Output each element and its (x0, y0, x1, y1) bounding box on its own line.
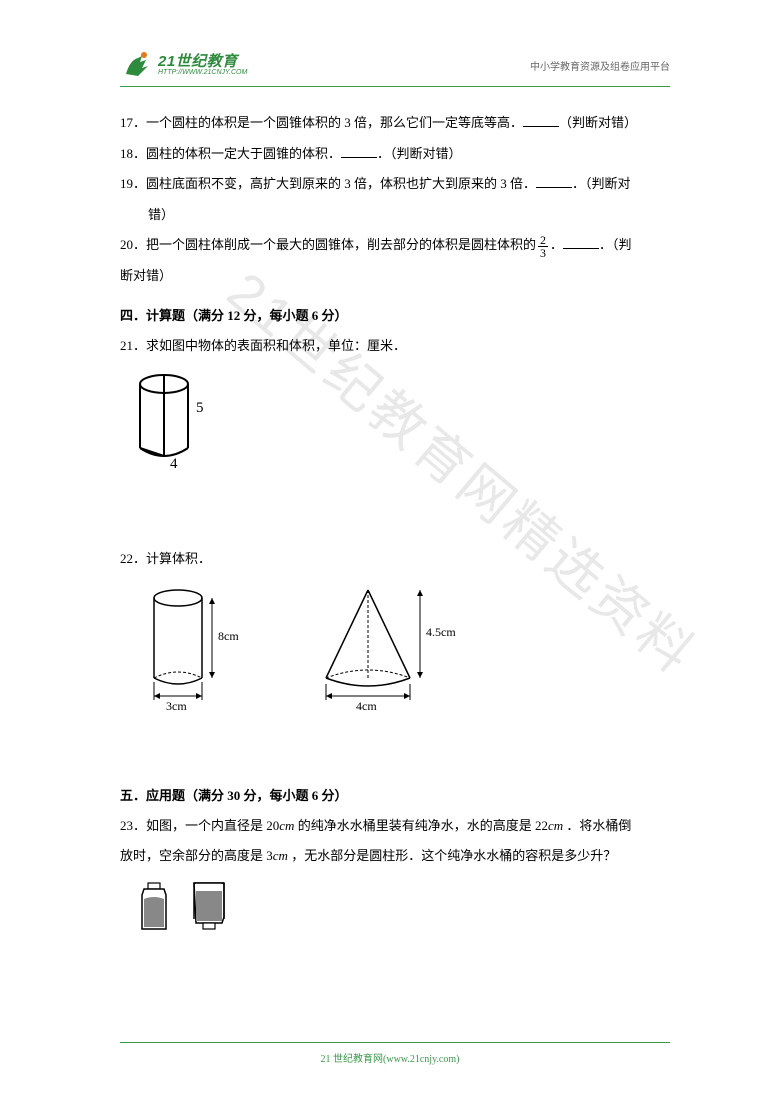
q-text: 一个圆柱的体积是一个圆锥体积的 3 倍，那么它们一定等底等高． (146, 115, 523, 130)
q-tail2: 错） (148, 207, 174, 222)
question-23-line2: 放时，空余部分的高度是 3cm ，无水部分是圆柱形．这个纯净水水桶的容积是多少升… (120, 842, 670, 871)
cone-diameter-label: 4cm (356, 699, 377, 712)
q-number: 17． (120, 115, 146, 130)
cylinder-diameter-label: 3cm (166, 699, 187, 712)
answer-blank (341, 146, 377, 158)
q-tail: ．（判 (599, 237, 632, 252)
figure-half-cylinder: 5 4 (136, 370, 670, 475)
section-4-title: 四．计算题（满分 12 分，每小题 6 分） (120, 305, 670, 324)
runner-icon (120, 50, 154, 80)
question-18: 18．圆柱的体积一定大于圆锥的体积． ．（判断对错） (120, 140, 670, 169)
q-tail: ．（判断对 (572, 176, 631, 191)
frac-denominator: 3 (538, 247, 548, 259)
unit-cm: cm (273, 848, 288, 863)
question-19: 19．圆柱底面积不变，高扩大到原来的 3 倍，体积也扩大到原来的 3 倍． ．（判… (120, 170, 670, 199)
footer-text: 21 世纪教育网(www.21cnjy.com) (321, 1054, 460, 1065)
q-text: 圆柱的体积一定大于圆锥的体积． (146, 146, 341, 161)
question-20: 20．把一个圆柱体削成一个最大的圆锥体，削去部分的体积是圆柱体积的23． ．（判 (120, 231, 670, 260)
figure-row-q22: 8cm 3cm (138, 582, 670, 717)
cylinder-height-label: 8cm (218, 629, 239, 643)
q-number: 19． (120, 176, 146, 191)
q-number: 22． (120, 551, 146, 566)
q-text: 计算体积． (146, 551, 211, 566)
figure-cone: 4.5cm 4cm (318, 582, 458, 717)
question-21: 21．求如图中物体的表面积和体积，单位：厘米． (120, 332, 670, 361)
q-line2-b: ，无水部分是圆柱形．这个纯净水水桶的容积是多少升？ (288, 848, 616, 863)
question-17: 17．一个圆柱的体积是一个圆锥体积的 3 倍，那么它们一定等底等高． （判断对错） (120, 109, 670, 138)
question-19-cont: 错） (120, 201, 670, 230)
q-text: 圆柱底面积不变，高扩大到原来的 3 倍，体积也扩大到原来的 3 倍． (146, 176, 536, 191)
q-text: 把一个圆柱体削成一个最大的圆锥体，削去部分的体积是圆柱体积的 (146, 237, 536, 252)
q-post: ． (550, 237, 563, 252)
header-divider (120, 86, 670, 87)
frac-numerator: 2 (538, 234, 548, 247)
answer-blank (523, 115, 559, 127)
q-number: 18． (120, 146, 146, 161)
question-22: 22．计算体积． (120, 545, 670, 574)
width-label: 4 (170, 456, 178, 470)
q-text-c: ．将水桶倒 (563, 818, 631, 833)
page-header: 21世纪教育 HTTP://WWW.21CNJY.COM 中小学教育资源及组卷应… (120, 50, 670, 80)
q-number: 21． (120, 338, 146, 353)
cone-height-label: 4.5cm (426, 625, 456, 639)
unit-cm: cm (548, 818, 563, 833)
q-tail: （判断对错） (559, 115, 637, 130)
height-label: 5 (196, 400, 204, 416)
header-subtitle: 中小学教育资源及组卷应用平台 (530, 58, 670, 73)
page-footer: 21 世纪教育网(www.21cnjy.com) (0, 1042, 780, 1067)
figure-cylinder: 8cm 3cm (138, 582, 248, 717)
figure-water-buckets (136, 879, 670, 944)
logo: 21世纪教育 HTTP://WWW.21CNJY.COM (120, 50, 247, 80)
unit-cm: cm (279, 818, 294, 833)
q-number: 20． (120, 237, 146, 252)
q-text: 求如图中物体的表面积和体积，单位：厘米． (146, 338, 406, 353)
q-text-a: 如图，一个内直径是 20 (146, 818, 279, 833)
q-line2-a: 放时，空余部分的高度是 3 (120, 848, 273, 863)
footer-divider (120, 1042, 670, 1043)
answer-blank (536, 176, 572, 188)
question-23: 23．如图，一个内直径是 20cm 的纯净水水桶里装有纯净水，水的高度是 22c… (120, 812, 670, 841)
fraction: 23 (538, 234, 548, 259)
answer-blank (563, 237, 599, 249)
q-tail: ．（判断对错） (377, 146, 462, 161)
q-tail2: 断对错） (120, 268, 172, 283)
logo-main-text: 21世纪教育 (158, 54, 247, 69)
section-5-title: 五．应用题（满分 30 分，每小题 6 分） (120, 785, 670, 804)
q-number: 23． (120, 818, 146, 833)
question-20-cont: 断对错） (120, 262, 670, 291)
logo-sub-text: HTTP://WWW.21CNJY.COM (158, 69, 247, 76)
q-text-b: 的纯净水水桶里装有纯净水，水的高度是 22 (294, 818, 548, 833)
